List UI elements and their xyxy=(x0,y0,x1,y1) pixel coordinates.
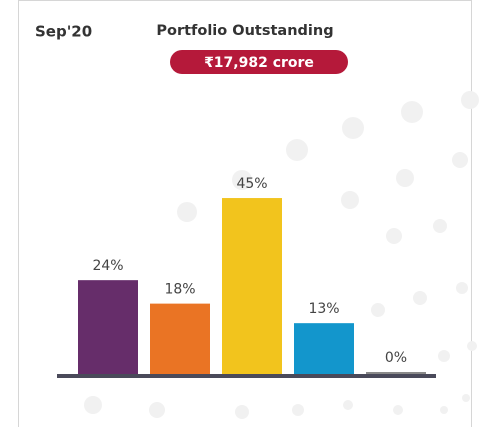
decor-dots xyxy=(84,91,479,419)
bar xyxy=(78,280,138,374)
value-label: 24% xyxy=(92,258,123,274)
bar xyxy=(366,372,426,374)
bar xyxy=(222,198,282,374)
value-label: 45% xyxy=(236,176,267,192)
period: Sep'20 xyxy=(35,23,92,41)
bar xyxy=(294,323,354,374)
value-label: 13% xyxy=(308,301,339,317)
chart-title: Portfolio Outstanding xyxy=(156,23,333,39)
chart-subtitle: ₹17,982 crore xyxy=(204,55,314,71)
bar xyxy=(150,303,210,374)
value-label: 0% xyxy=(385,350,407,366)
total-pill xyxy=(170,50,348,74)
value-label: 18% xyxy=(164,282,195,298)
